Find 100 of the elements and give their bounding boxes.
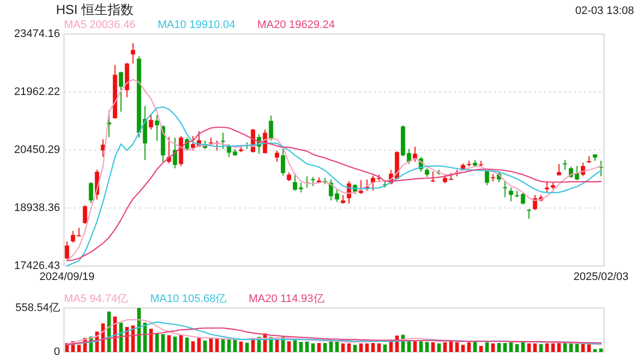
x-tick-label: 2025/02/03 (573, 271, 629, 283)
candlestick (526, 208, 532, 220)
candlestick (412, 146, 418, 162)
bar (287, 341, 291, 352)
bar (107, 312, 111, 352)
bar (521, 340, 525, 352)
y-tick-label: 18938.36 (14, 202, 60, 214)
bar (293, 340, 297, 352)
bar (209, 338, 213, 352)
bar (593, 349, 597, 352)
bar (449, 342, 453, 352)
bar (317, 343, 321, 352)
y-tick-label: 23474.16 (14, 28, 60, 40)
bar (155, 333, 159, 352)
bar (377, 343, 381, 352)
bar (149, 328, 153, 352)
bar (341, 343, 345, 352)
bar (515, 344, 519, 352)
line-series (66, 78, 602, 262)
bar (137, 308, 141, 352)
candlestick (130, 42, 136, 64)
series-label: MA5 94.74亿 (64, 293, 128, 305)
bar (491, 343, 495, 352)
bar (545, 343, 549, 352)
candlestick (70, 230, 76, 244)
chart-title: HSI 恒生指数 (56, 2, 134, 17)
line-series (66, 126, 602, 262)
bar (143, 322, 147, 352)
series-label: MA10 105.68亿 (150, 293, 227, 305)
bar (371, 343, 375, 352)
bar (467, 342, 471, 352)
bar (161, 334, 165, 352)
bar (413, 341, 417, 352)
bar (359, 343, 363, 352)
bar (425, 342, 429, 352)
bar (473, 342, 477, 352)
bar (461, 344, 465, 352)
bar (557, 343, 561, 352)
bar (389, 340, 393, 352)
candlestick (64, 240, 70, 260)
y-tick-label: 21962.22 (14, 86, 60, 98)
candlestick (88, 182, 94, 204)
candlestick (502, 180, 508, 198)
bar (311, 343, 315, 352)
bar (569, 343, 573, 352)
bar (347, 343, 351, 352)
bar (215, 338, 219, 352)
candlestick (310, 176, 316, 186)
bar (431, 342, 435, 352)
candlestick (82, 204, 88, 224)
bar (125, 326, 129, 352)
bar (239, 342, 243, 352)
bar (527, 343, 531, 352)
candlestick (562, 160, 568, 170)
bar (503, 343, 507, 352)
y-tick-label: 558.54亿 (15, 302, 60, 314)
y-tick-label: 17426.43 (14, 260, 60, 272)
bar (77, 344, 81, 352)
text: MA20 19629.24 (257, 19, 335, 31)
bar (443, 342, 447, 352)
candlestick (430, 170, 436, 183)
candlestick (148, 114, 154, 130)
bar (437, 343, 441, 352)
candlestick (292, 172, 298, 192)
text: MA20 114.93亿 (248, 293, 324, 305)
bar (455, 342, 459, 352)
bar (305, 342, 309, 352)
bar (599, 348, 603, 352)
bar (353, 344, 357, 352)
bar (497, 343, 501, 352)
bar (383, 344, 387, 352)
candlestick (220, 132, 226, 150)
bar (185, 338, 189, 352)
text: MA5 20036.46 (64, 19, 136, 31)
text: 02-03 13:08 (575, 5, 634, 17)
bar (365, 343, 369, 352)
bar (509, 342, 513, 352)
candlestick (280, 146, 286, 176)
bar (407, 341, 411, 352)
bar (173, 336, 177, 352)
bar (533, 343, 537, 352)
candlestick (274, 150, 280, 162)
bar (221, 338, 225, 352)
bar (245, 342, 249, 352)
candlestick (556, 164, 562, 176)
bar (323, 343, 327, 352)
bar (191, 341, 195, 352)
x-tick-label: 2024/09/19 (39, 271, 95, 283)
bar (419, 341, 423, 352)
bar (167, 335, 171, 352)
bar (539, 344, 543, 352)
y-tick-label: 20450.29 (14, 144, 60, 156)
candlestick (118, 71, 124, 112)
bar (299, 342, 303, 352)
y-tick-label: 0 (54, 346, 60, 358)
bar (203, 340, 207, 352)
line-series (66, 327, 602, 346)
candlestick (190, 136, 196, 151)
candlestick (154, 114, 160, 142)
bar (485, 342, 489, 352)
